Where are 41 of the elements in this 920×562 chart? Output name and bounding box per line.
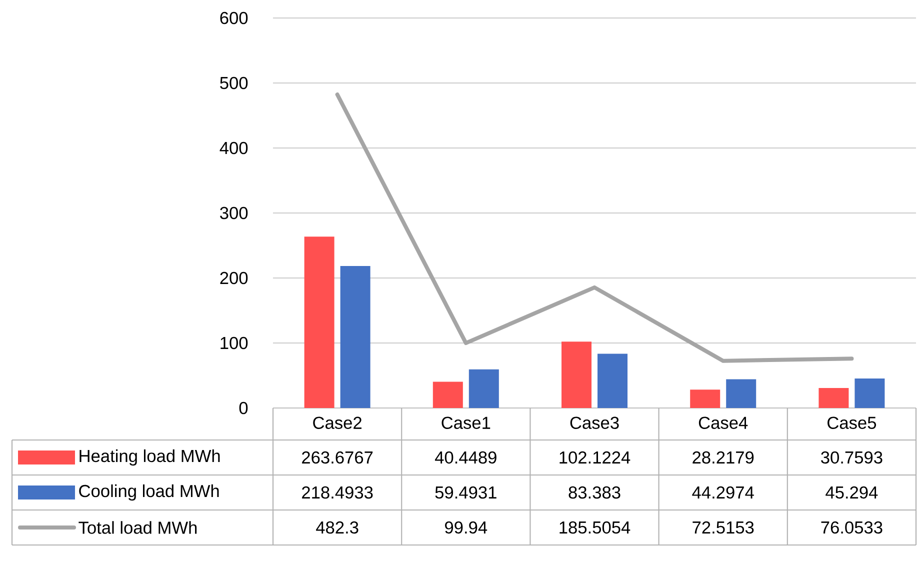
bar bbox=[562, 342, 592, 408]
x-tick-label: Case5 bbox=[828, 416, 876, 429]
data-label: 28.2179 bbox=[692, 451, 754, 464]
y-tick-label: 100 bbox=[220, 336, 248, 350]
data-label: 59.4931 bbox=[435, 486, 496, 499]
bar bbox=[818, 388, 849, 408]
data-label: 76.0533 bbox=[821, 521, 882, 534]
bar bbox=[468, 369, 499, 408]
data-label: 482.3 bbox=[316, 521, 358, 534]
data-label: 185.5054 bbox=[560, 521, 630, 534]
bar bbox=[726, 379, 756, 408]
x-tick-label: Case4 bbox=[698, 416, 748, 429]
legend-label: Heating load MWh bbox=[80, 449, 220, 466]
y-tick-label: 400 bbox=[220, 142, 248, 154]
data-label: 99.94 bbox=[445, 521, 488, 534]
y-tick-label: 200 bbox=[220, 272, 248, 284]
bar bbox=[690, 390, 720, 408]
x-tick-label: Case1 bbox=[442, 416, 490, 429]
x-tick-label: Case3 bbox=[570, 416, 619, 429]
x-tick-label: Case2 bbox=[313, 416, 362, 429]
y-tick-label: 600 bbox=[220, 12, 248, 24]
y-tick-label: 0 bbox=[239, 402, 248, 414]
bar bbox=[432, 382, 463, 408]
y-tick-label: 300 bbox=[220, 206, 248, 220]
bar bbox=[854, 378, 885, 408]
data-label: 72.5153 bbox=[692, 521, 754, 534]
bar bbox=[598, 354, 628, 408]
data-label: 45.294 bbox=[826, 486, 878, 499]
data-label: 30.7593 bbox=[821, 451, 882, 464]
legend-label: Total load MWh bbox=[78, 521, 197, 534]
data-label: 218.4933 bbox=[302, 486, 373, 499]
legend-label: Cooling load MWh bbox=[79, 484, 219, 501]
bar bbox=[304, 236, 334, 408]
data-label: 263.6767 bbox=[302, 451, 373, 464]
data-label: 40.4489 bbox=[434, 451, 496, 464]
line-series bbox=[335, 92, 854, 363]
y-tick-label: 500 bbox=[220, 76, 248, 90]
bar bbox=[340, 266, 370, 408]
data-label: 102.1224 bbox=[560, 451, 630, 464]
data-label: 44.2974 bbox=[692, 486, 754, 499]
data-label: 83.383 bbox=[568, 486, 620, 499]
